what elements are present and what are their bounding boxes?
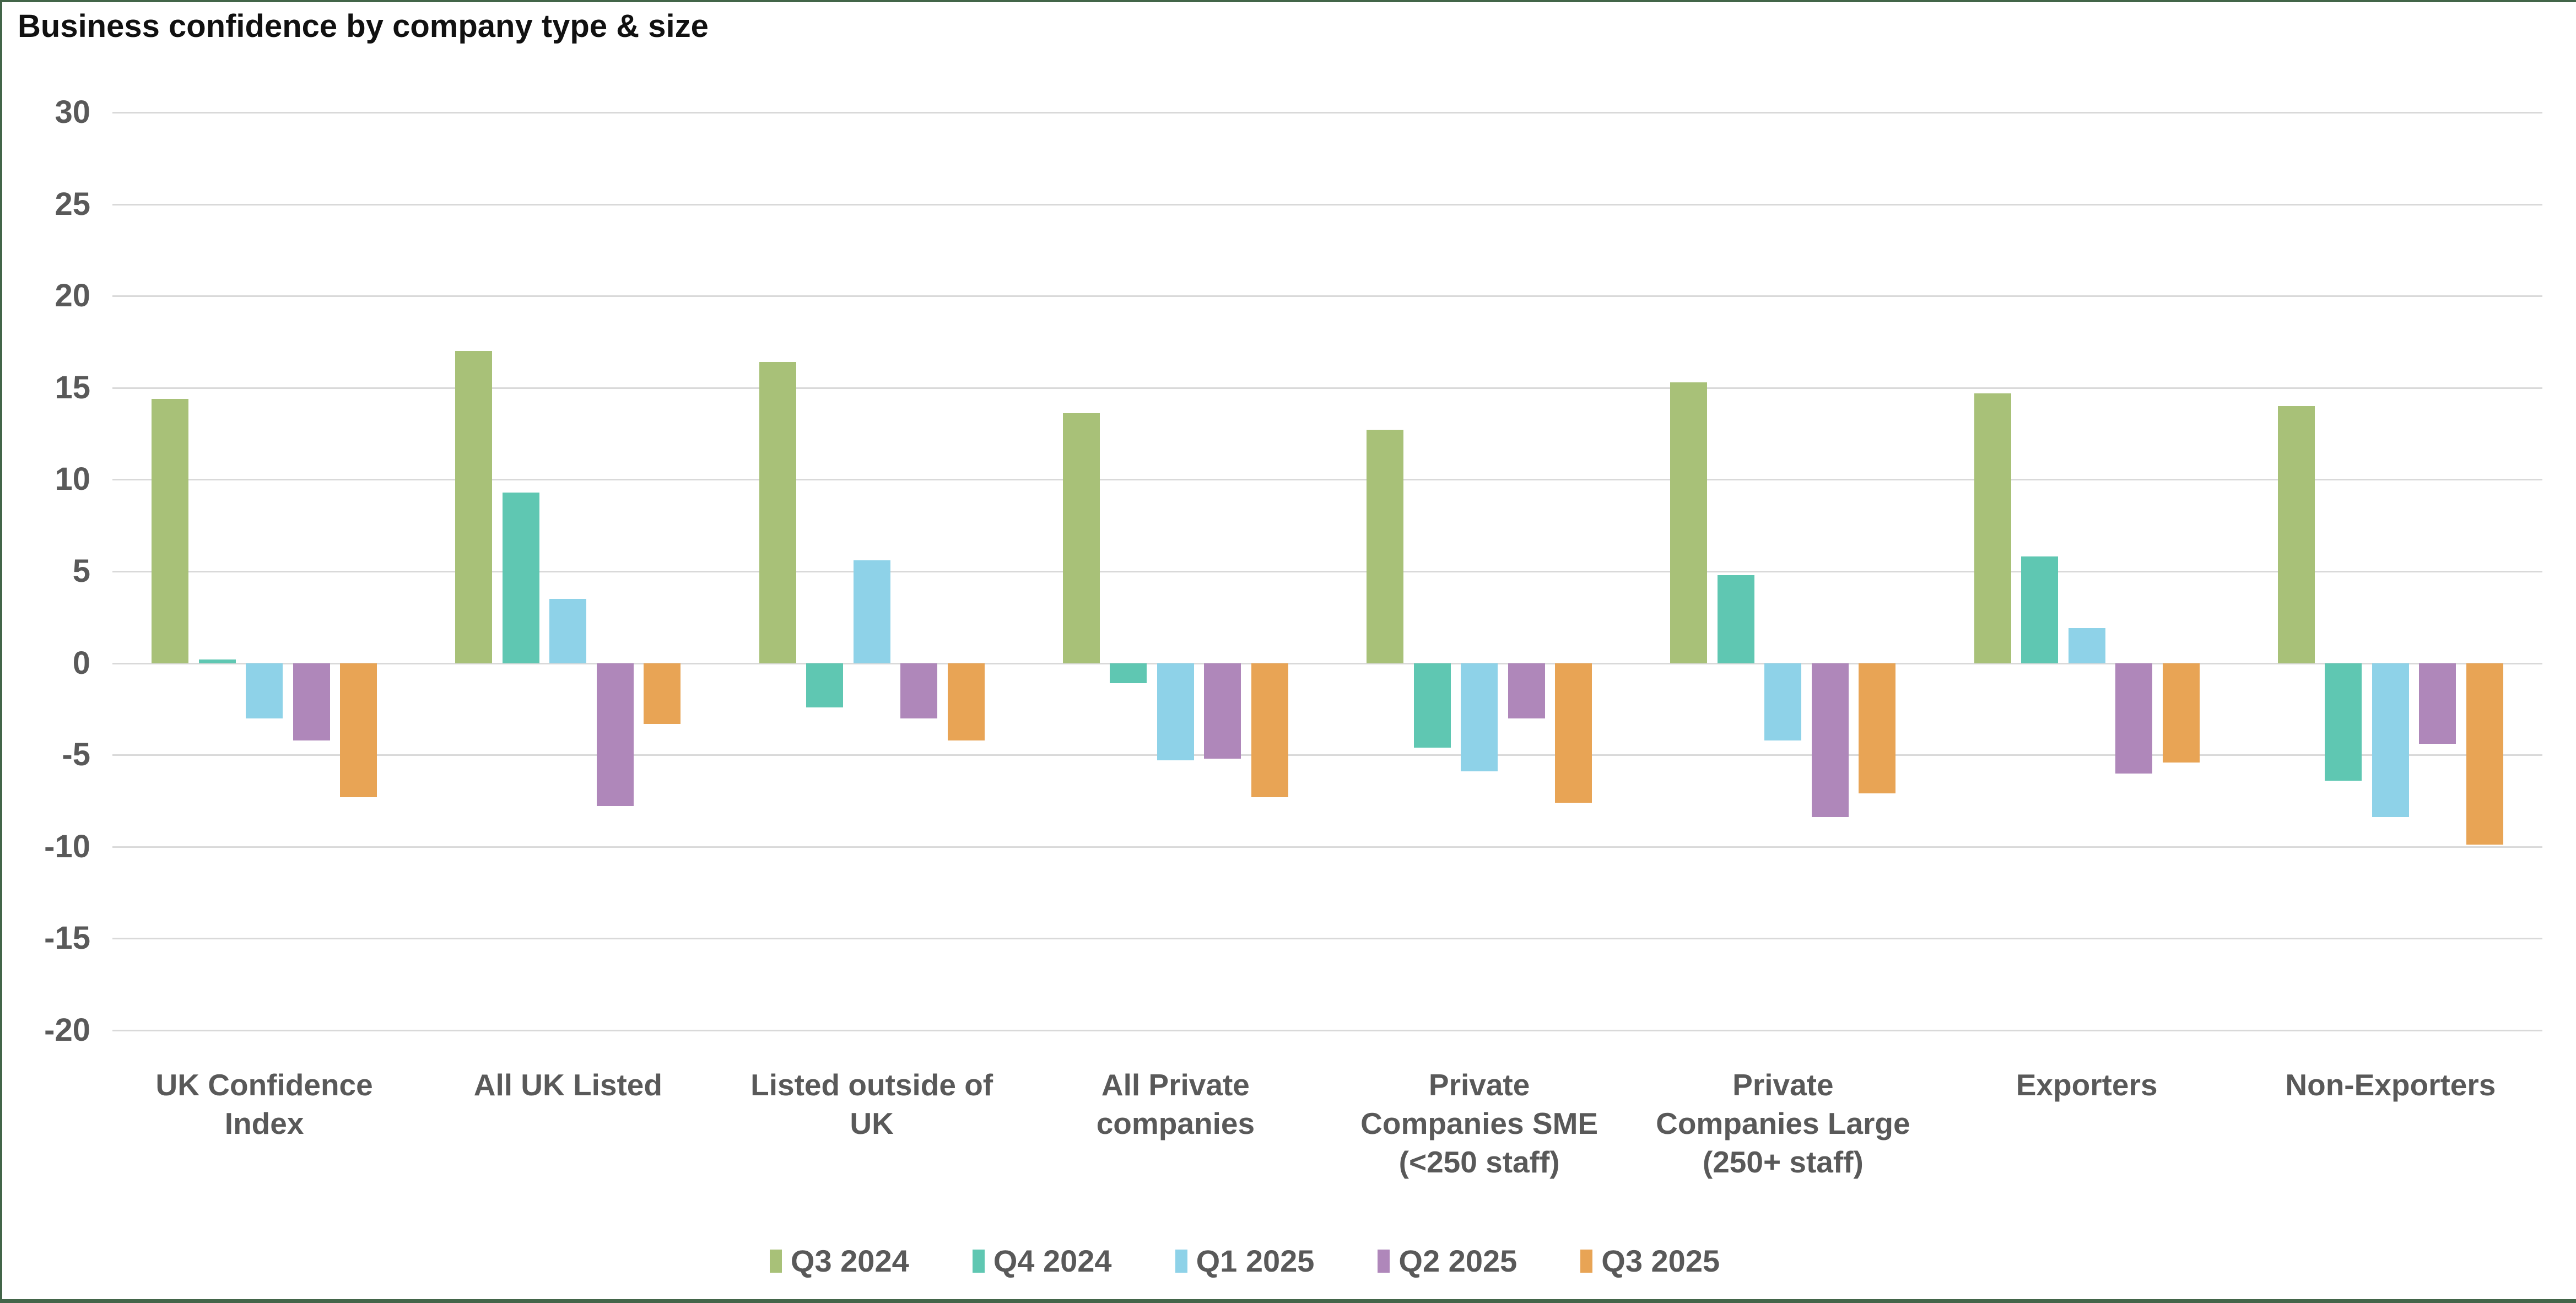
x-tick-label: Private Companies Large (250+ staff) — [1656, 1068, 1910, 1179]
bar — [1555, 663, 1592, 803]
y-tick-label: 0 — [72, 645, 90, 681]
legend-label: Q3 2025 — [1601, 1243, 1720, 1278]
gridline — [112, 846, 2542, 848]
legend-item: Q2 2025 — [1378, 1243, 1517, 1279]
bar — [1251, 663, 1288, 797]
bar — [2068, 628, 2105, 663]
bar — [198, 659, 236, 663]
bar — [152, 398, 189, 663]
legend-item: Q3 2025 — [1580, 1243, 1720, 1279]
legend-label: Q2 2025 — [1398, 1243, 1517, 1278]
legend-swatch-icon — [769, 1249, 782, 1273]
bar — [340, 663, 377, 797]
x-tick-label: Exporters — [2016, 1068, 2158, 1102]
legend-item: Q4 2024 — [972, 1243, 1112, 1279]
gridline — [112, 1030, 2542, 1031]
legend-swatch-icon — [1175, 1249, 1187, 1273]
gridline — [112, 203, 2542, 206]
bar — [1367, 430, 1404, 663]
legend-swatch-icon — [1378, 1249, 1390, 1273]
x-tick-label: All Private companies — [1096, 1068, 1255, 1140]
legend-swatch-icon — [1580, 1249, 1593, 1273]
y-tick-label: 30 — [55, 94, 90, 130]
legend-label: Q3 2024 — [790, 1243, 909, 1278]
gridline — [112, 112, 2542, 113]
bar — [455, 351, 493, 663]
gridline — [112, 387, 2542, 389]
bar — [2115, 663, 2153, 774]
gridline — [112, 754, 2542, 756]
y-tick-label: -20 — [44, 1012, 90, 1048]
chart-title: Business confidence by company type & si… — [18, 8, 709, 44]
bar — [1764, 663, 1802, 740]
bar — [1508, 663, 1545, 718]
gridline — [112, 662, 2542, 664]
bar — [549, 598, 587, 663]
y-tick-label: -15 — [44, 920, 90, 956]
legend-item: Q1 2025 — [1175, 1243, 1315, 1279]
bar — [806, 663, 844, 707]
bar — [947, 663, 985, 740]
x-tick-label: Private Companies SME (<250 staff) — [1360, 1068, 1598, 1179]
bar — [1859, 663, 1896, 794]
x-tick-label: Non-Exporters — [2285, 1068, 2496, 1102]
bar — [2277, 406, 2315, 663]
legend-item: Q3 2024 — [769, 1243, 909, 1279]
y-tick-label: -10 — [44, 828, 90, 864]
gridline — [112, 479, 2542, 481]
x-tick-label: UK Confidence Index — [155, 1068, 373, 1140]
bar — [596, 663, 634, 807]
gridline — [112, 938, 2542, 940]
bar — [246, 663, 283, 718]
legend: Q3 2024 Q4 2024 Q1 2025 Q2 2025 Q3 2025 — [112, 1243, 2377, 1279]
gridline — [112, 295, 2542, 298]
bar — [1717, 575, 1754, 663]
bar — [1204, 663, 1241, 759]
bar — [644, 663, 681, 724]
legend-label: Q1 2025 — [1196, 1243, 1315, 1278]
bar — [1974, 393, 2011, 663]
bar — [853, 560, 890, 663]
bar — [2372, 663, 2409, 818]
x-tick-label: All UK Listed — [473, 1068, 662, 1102]
bar — [2021, 556, 2059, 663]
y-tick-label: 25 — [55, 186, 90, 222]
bar — [502, 492, 539, 663]
bar — [2419, 663, 2456, 744]
bar — [293, 663, 330, 740]
y-tick-label: 10 — [55, 461, 90, 498]
bar — [900, 663, 938, 718]
bar — [1062, 413, 1100, 663]
bar — [1461, 663, 1498, 772]
bar — [1670, 382, 1708, 663]
bar — [2162, 663, 2200, 763]
bar — [1110, 663, 1147, 684]
bar — [1811, 663, 1849, 818]
legend-swatch-icon — [972, 1249, 985, 1273]
gridline — [112, 571, 2542, 572]
bar — [759, 362, 796, 663]
y-tick-label: 20 — [55, 278, 90, 314]
bar — [2466, 663, 2503, 845]
legend-label: Q4 2024 — [993, 1243, 1112, 1278]
x-tick-label: Listed outside of UK — [750, 1068, 993, 1140]
bar — [1157, 663, 1194, 761]
bar — [1413, 663, 1451, 748]
y-tick-label: 5 — [72, 553, 90, 589]
y-tick-label: -5 — [62, 737, 90, 773]
bar — [2325, 663, 2362, 781]
y-tick-label: 15 — [55, 369, 90, 406]
